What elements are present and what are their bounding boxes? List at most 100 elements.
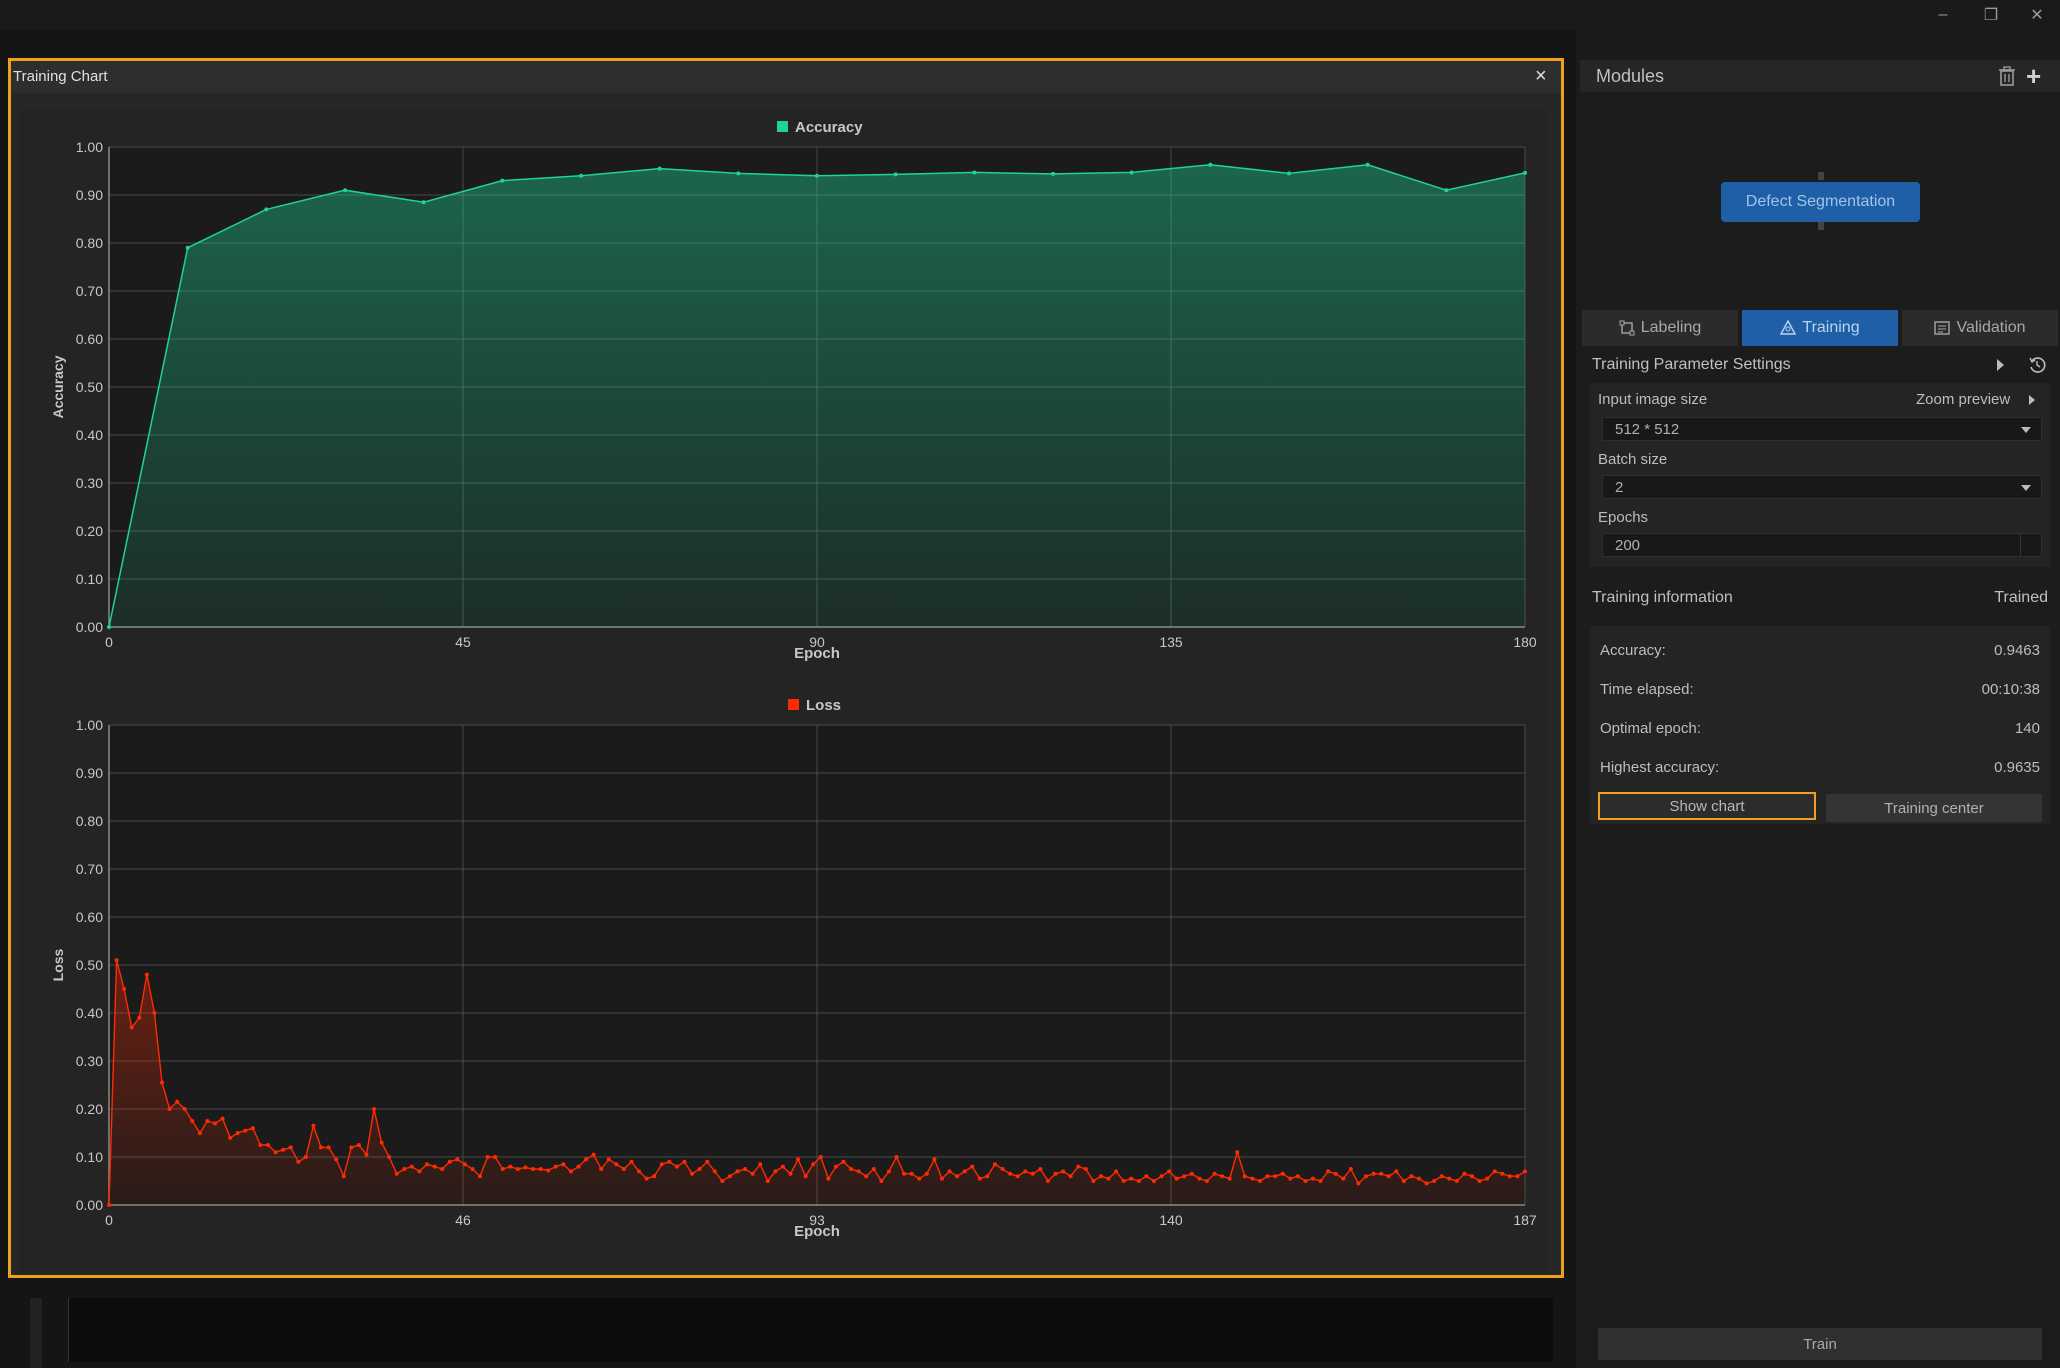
loss-data-point: [1189, 1171, 1194, 1176]
close-icon[interactable]: ×: [1535, 65, 1547, 87]
info-optimal-epoch-label: Optimal epoch:: [1600, 720, 1701, 737]
node-output-port[interactable]: [1818, 222, 1824, 230]
loss-data-point: [394, 1171, 399, 1176]
loss-data-point: [523, 1165, 528, 1170]
loss-data-point: [1401, 1179, 1406, 1183]
tab-training[interactable]: Training: [1742, 310, 1898, 346]
loss-data-point: [334, 1157, 339, 1162]
params-box: Input image size Zoom preview 512 * 512 …: [1590, 383, 2050, 567]
training-center-button[interactable]: Training center: [1826, 794, 2042, 822]
history-icon[interactable]: [2028, 356, 2046, 374]
loss-data-point: [1220, 1174, 1225, 1179]
show-chart-button[interactable]: Show chart: [1598, 792, 1816, 820]
loss-y-tick-label: 0.60: [76, 909, 103, 925]
loss-data-point: [803, 1174, 808, 1179]
info-time-row: Time elapsed: 00:10:38: [1600, 681, 2040, 711]
loss-data-point: [1182, 1174, 1187, 1179]
node-input-port[interactable]: [1818, 172, 1824, 180]
acc-data-point: [1444, 188, 1449, 193]
tab-validation[interactable]: Validation: [1902, 310, 2058, 346]
loss-data-point: [841, 1159, 846, 1164]
loss-data-point: [1235, 1150, 1240, 1155]
zoom-preview-link[interactable]: Zoom preview: [1916, 391, 2011, 408]
add-module-icon[interactable]: +: [2026, 61, 2042, 91]
loss-x-tick-label: 93: [809, 1212, 825, 1228]
loss-data-point: [955, 1174, 960, 1179]
input-size-select[interactable]: 512 * 512: [1602, 417, 2042, 441]
acc-y-tick-label: 0.50: [76, 379, 103, 395]
loss-data-point: [697, 1167, 702, 1171]
window-close-button[interactable]: ✕: [2030, 7, 2044, 24]
loss-y-label: Loss: [50, 948, 66, 981]
restore-button[interactable]: ❐: [1983, 7, 1999, 24]
right-panel: Modules + Defect Segmentation Labeling T…: [1580, 60, 2060, 1368]
acc-y-tick-label: 0.10: [76, 571, 103, 587]
loss-data-point: [432, 1164, 437, 1169]
loss-y-ticks: 0.00 0.10 0.20 0.30 0.40 0.50 0.60 0.70 0.80 0.90…: [76, 717, 103, 1213]
training-status: Trained: [1994, 589, 2048, 606]
loss-data-point: [1257, 1179, 1262, 1183]
batch-size-select[interactable]: 2: [1602, 475, 2042, 499]
loss-x-ticks: 0 46 93 140 187: [105, 1212, 1537, 1228]
loss-y-tick-label: 1.00: [76, 717, 103, 733]
loss-data-point: [220, 1116, 225, 1121]
loss-data-point: [1295, 1174, 1300, 1179]
loss-data-point: [455, 1157, 460, 1162]
loss-data-point: [379, 1140, 384, 1145]
info-highest-accuracy-label: Highest accuracy:: [1600, 759, 1720, 776]
loss-data-point: [1030, 1171, 1035, 1176]
loss-y-tick-label: 0.00: [76, 1197, 103, 1213]
chevron-down-icon: [2021, 427, 2031, 433]
background-ruler: [30, 1298, 42, 1368]
train-button[interactable]: Train: [1598, 1328, 2042, 1360]
loss-data-point: [621, 1167, 626, 1171]
acc-x-tick-label: 45: [455, 634, 471, 650]
charts-svg: 0.00 0.10 0.20 0.30 0.40 0.50 0.60 0.70 0.80 0.90…: [50, 119, 1537, 1240]
loss-data-point: [932, 1157, 937, 1162]
loss-data-point: [243, 1128, 248, 1133]
loss-points: [107, 958, 1527, 1207]
loss-data-point: [258, 1143, 263, 1147]
loss-data-point: [1227, 1176, 1232, 1181]
loss-data-point: [1000, 1167, 1005, 1171]
loss-area: [109, 960, 1525, 1205]
loss-data-point: [637, 1169, 642, 1174]
tab-labeling[interactable]: Labeling: [1582, 310, 1738, 346]
zoom-preview-arrow-icon[interactable]: [2028, 394, 2036, 406]
loss-data-point: [372, 1107, 377, 1111]
loss-data-point: [553, 1164, 558, 1169]
minimize-button[interactable]: –: [1938, 6, 1948, 23]
loss-x-label: Epoch: [794, 1223, 840, 1240]
loss-data-point: [705, 1159, 710, 1164]
loss-data-point: [811, 1162, 816, 1167]
validation-icon: [1934, 321, 1951, 335]
loss-data-point: [235, 1131, 240, 1135]
loss-data-point: [758, 1162, 763, 1167]
loss-data-point: [160, 1080, 165, 1085]
loss-data-point: [1477, 1179, 1482, 1183]
loss-x-tick-label: 140: [1159, 1212, 1183, 1228]
loss-data-point: [947, 1169, 952, 1174]
loss-data-point: [538, 1167, 543, 1171]
labeling-icon: [1619, 320, 1635, 336]
defect-segmentation-node[interactable]: Defect Segmentation: [1721, 182, 1920, 222]
acc-x-tick-label: 135: [1159, 634, 1183, 650]
expand-params-icon[interactable]: [1994, 358, 2006, 372]
loss-data-point: [493, 1155, 498, 1159]
loss-data-point: [1432, 1179, 1437, 1183]
accuracy-points: [107, 162, 1527, 629]
epochs-input[interactable]: 200: [1602, 533, 2042, 557]
trash-icon[interactable]: [1998, 66, 2016, 86]
loss-data-point: [1341, 1176, 1346, 1181]
info-time-value: 00:10:38: [1981, 681, 2040, 698]
accuracy-chart: 0.00 0.10 0.20 0.30 0.40 0.50 0.60 0.70 0.80 0.90…: [50, 119, 1537, 662]
loss-data-point: [129, 1025, 134, 1030]
loss-data-point: [1068, 1174, 1073, 1179]
loss-data-point: [1310, 1176, 1315, 1181]
loss-data-point: [1416, 1176, 1421, 1181]
epochs-stepper[interactable]: [2020, 534, 2041, 556]
loss-data-point: [909, 1171, 914, 1176]
loss-data-point: [1174, 1176, 1179, 1181]
training-info-box: Accuracy: 0.9463 Time elapsed: 00:10:38 …: [1590, 626, 2050, 824]
loss-data-point: [273, 1150, 278, 1155]
